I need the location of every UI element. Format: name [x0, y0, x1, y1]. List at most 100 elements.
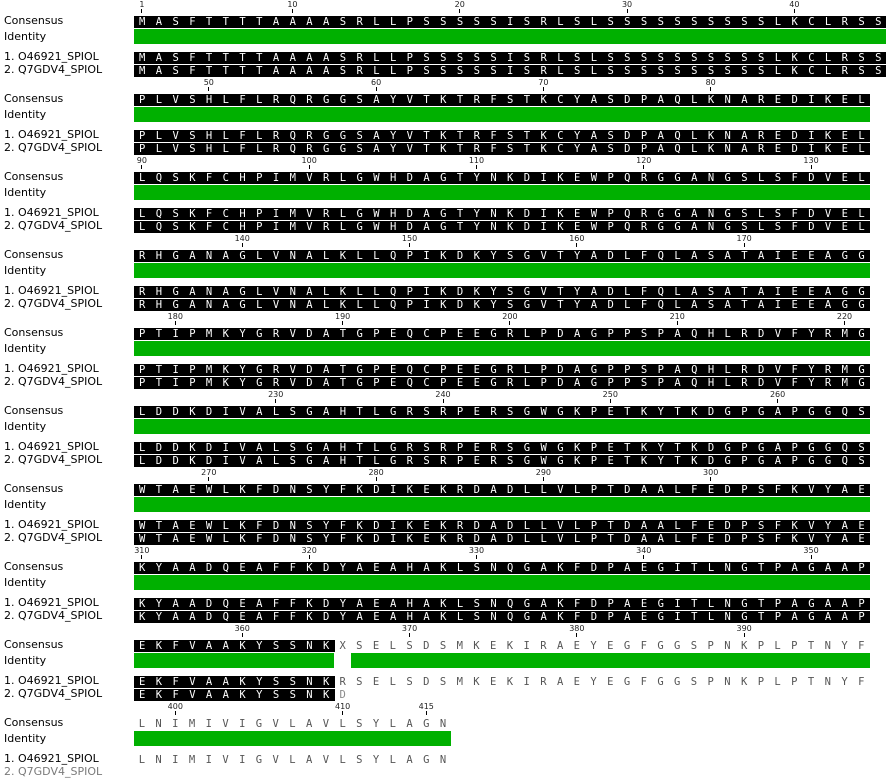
sequence-name-1[interactable]: 1. O46921_SPIOL [4, 206, 99, 219]
position-ruler: 1 10 20 30 40 [0, 0, 886, 14]
seq2-residue: N [484, 611, 503, 623]
sequence-name-2[interactable]: 2. Q7GDV4_SPIOL [4, 531, 103, 544]
ruler-tick-label: 380 [569, 624, 585, 633]
consensus-label: Consensus [4, 560, 64, 573]
seq1-residue: S [501, 130, 519, 142]
seq2-residue: K [785, 533, 804, 545]
sequence-name-2[interactable]: 2. Q7GDV4_SPIOL [4, 765, 103, 778]
seq2-residue: G [735, 611, 754, 623]
seq2-residue: R [484, 455, 503, 467]
seq2-residue: Q [217, 611, 235, 623]
seq1-residue: G [674, 676, 681, 688]
consensus-residue: H [401, 562, 419, 574]
seq1-residue: L [384, 52, 402, 64]
seq1-residue: N [484, 208, 503, 220]
seq1-residue: E [183, 520, 202, 532]
ruler-tick-label: 70 [538, 78, 549, 87]
position-ruler: 90 100 110 120 130 [0, 156, 886, 170]
sequence-name-1[interactable]: 1. O46921_SPIOL [4, 518, 99, 531]
consensus-residue: L [518, 328, 536, 340]
seq1-residue: S [518, 52, 536, 64]
seq1-residue: D [518, 208, 536, 220]
sequence-name-1[interactable]: 1. O46921_SPIOL [4, 128, 99, 141]
sequence-name-1[interactable]: 1. O46921_SPIOL [4, 752, 99, 765]
sequence-name-2[interactable]: 2. Q7GDV4_SPIOL [4, 141, 103, 154]
seq2-residue: L [334, 221, 352, 233]
sequence-name-2[interactable]: 2. Q7GDV4_SPIOL [4, 63, 103, 76]
sequence-name-1[interactable]: 1. O46921_SPIOL [4, 674, 99, 687]
sequence-name-1[interactable]: 1. O46921_SPIOL [4, 50, 99, 63]
consensus-residue: G [802, 562, 821, 574]
identity-bar-segment [133, 731, 452, 746]
consensus-residue: S [468, 562, 486, 574]
seq1-residue: P [401, 286, 419, 298]
seq2-residue: K [434, 143, 452, 155]
consensus-residue: K [317, 640, 335, 652]
sequence-name-2[interactable]: 2. Q7GDV4_SPIOL [4, 219, 103, 232]
ruler-tick-label: 390 [736, 624, 752, 633]
seq2-residue: F [233, 143, 252, 155]
seq2-residue: K [501, 221, 519, 233]
seq2-residue: Y [568, 143, 586, 155]
seq1-residue: D [401, 208, 419, 220]
seq2-residue: S [752, 65, 770, 77]
seq1-residue: E [568, 208, 586, 220]
sequence-name-1[interactable]: 1. O46921_SPIOL [4, 440, 99, 453]
seq2-residue: A [685, 221, 703, 233]
sequence-name-1[interactable]: 1. O46921_SPIOL [4, 596, 99, 609]
consensus-residue: A [568, 328, 586, 340]
consensus-residue: I [239, 718, 246, 730]
consensus-residue: A [819, 562, 837, 574]
sequence-name-1[interactable]: 1. O46921_SPIOL [4, 362, 99, 375]
consensus-residue: A [300, 16, 319, 28]
consensus-residue: E [372, 640, 380, 652]
seq1-residue: M [284, 208, 302, 220]
seq1-residue: L [339, 754, 346, 766]
consensus-residue: A [166, 484, 185, 496]
seq2-residue: T [551, 299, 570, 311]
seq2-residue: I [384, 533, 402, 545]
seq1-residue: R [451, 520, 469, 532]
ruler-tick-mark [208, 87, 210, 91]
seq2-residue: K [434, 611, 452, 623]
seq1-residue: A [417, 208, 436, 220]
ruler-tick-mark [643, 165, 645, 169]
sequence-name-2[interactable]: 2. Q7GDV4_SPIOL [4, 609, 103, 622]
seq2-residue: Q [652, 299, 670, 311]
seq2-residue: Y [484, 299, 503, 311]
sequence-name-2[interactable]: 2. Q7GDV4_SPIOL [4, 687, 103, 700]
consensus-residue: S [417, 406, 436, 418]
seq2-residue: V [802, 533, 821, 545]
sequence-name-1[interactable]: 1. O46921_SPIOL [4, 284, 99, 297]
consensus-residue: Q [652, 250, 670, 262]
seq1-residue: D [551, 364, 570, 376]
seq2-residue: D [367, 533, 386, 545]
consensus-residue: Y [250, 640, 268, 652]
seq1-residue: Y [250, 676, 268, 688]
consensus-residue: G [735, 562, 754, 574]
seq2-residue: P [601, 221, 620, 233]
seq1-residue: N [155, 754, 162, 766]
seq1-residue: K [183, 208, 202, 220]
seq2-residue: S [668, 65, 687, 77]
seq2-residue: S [852, 65, 871, 77]
seq1-residue: W [585, 208, 603, 220]
seq1-residue: A [250, 598, 268, 610]
seq2-residue: V [166, 143, 185, 155]
sequence-name-2[interactable]: 2. Q7GDV4_SPIOL [4, 297, 103, 310]
consensus-residue: Y [841, 640, 848, 652]
consensus-residue: A [305, 718, 313, 730]
seq2-residue: E [802, 299, 821, 311]
seq2-residue: A [300, 299, 319, 311]
consensus-residue: W [585, 172, 603, 184]
ruler-tick-label: 130 [803, 156, 819, 165]
alignment-block: 50 60 70 80 Consensus Identity 1. O46921_SPIOL… [0, 78, 886, 156]
seq1-residue: A [769, 442, 787, 454]
consensus-residue: H [334, 406, 352, 418]
sequence-name-2[interactable]: 2. Q7GDV4_SPIOL [4, 375, 103, 388]
sequence-name-2[interactable]: 2. Q7GDV4_SPIOL [4, 453, 103, 466]
seq2-residue: G [719, 221, 737, 233]
